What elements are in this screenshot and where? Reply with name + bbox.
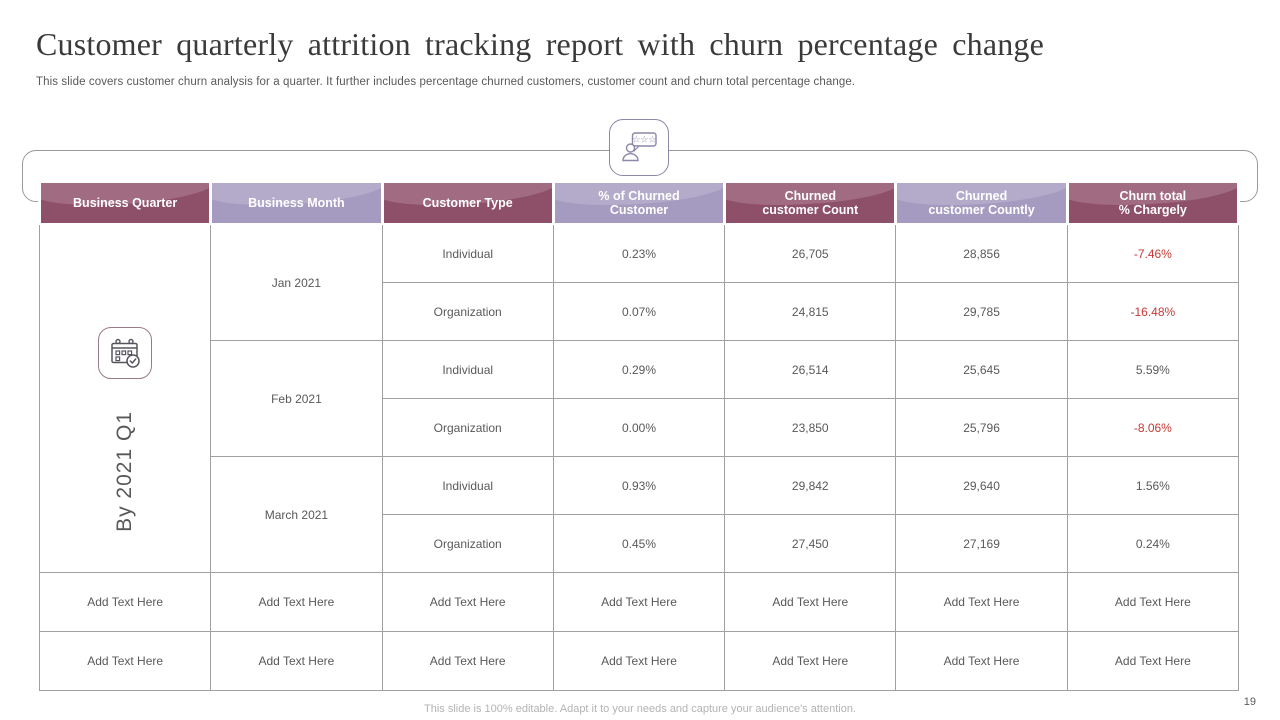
placeholder-cell[interactable]: Add Text Here (724, 572, 897, 632)
placeholder-cell[interactable]: Add Text Here (552, 572, 726, 632)
placeholder-cell[interactable]: Add Text Here (381, 631, 554, 691)
customer-type-cell: Organization (381, 398, 554, 457)
page-number: 19 (1243, 696, 1256, 708)
column-header-customer-type: Customer Type (380, 183, 555, 225)
column-header-churn-total: Churn total % Chargely (1065, 183, 1241, 225)
customer-type-cell: Individual (381, 456, 554, 515)
table-row: Organization 0.07% 24,815 29,785 -16.48% (40, 282, 1240, 341)
pct-churned-cell: 0.07% (552, 282, 726, 341)
table-row: Feb 2021 Individual 0.29% 26,514 25,645 … (40, 340, 1240, 457)
page-title: Customer quarterly attrition tracking re… (36, 26, 1045, 62)
column-header-churned-countly: Churned customer Countly (894, 183, 1069, 225)
pct-churned-cell: 0.00% (552, 398, 726, 457)
customer-review-icon: ☆☆☆ (609, 119, 669, 176)
placeholder-cell[interactable]: Add Text Here (895, 631, 1068, 691)
customer-type-cell: Individual (381, 223, 554, 283)
quarter-label: By 2021 Q1 (113, 411, 137, 532)
churn-total-cell: -8.06% (1066, 398, 1240, 457)
column-header-business-month: Business Month (209, 183, 384, 225)
churned-count-cell: 26,705 (724, 223, 897, 283)
placeholder-row: Add Text Here Add Text Here Add Text Her… (38, 572, 1240, 632)
placeholder-cell[interactable]: Add Text Here (381, 572, 554, 632)
churn-total-cell: -7.46% (1066, 223, 1240, 283)
quarter-cell: By 2021 Q1 (38, 223, 212, 573)
pct-churned-cell: 0.93% (552, 456, 726, 515)
month-cell: March 2021 (210, 456, 383, 573)
column-header-pct-churned: % of Churned Customer (551, 183, 727, 225)
placeholder-cell[interactable]: Add Text Here (552, 631, 726, 691)
placeholder-cell[interactable]: Add Text Here (38, 572, 212, 632)
attrition-table: Business Quarter Business Month Customer… (37, 183, 1241, 691)
churned-countly-cell: 28,856 (895, 223, 1068, 283)
placeholder-cell[interactable]: Add Text Here (895, 572, 1068, 632)
svg-text:☆☆☆: ☆☆☆ (632, 134, 656, 145)
placeholder-row: Add Text Here Add Text Here Add Text Her… (38, 631, 1240, 691)
placeholder-cell[interactable]: Add Text Here (1066, 572, 1240, 632)
churned-count-cell: 24,815 (724, 282, 897, 341)
customer-type-cell: Individual (381, 340, 554, 399)
placeholder-cell[interactable]: Add Text Here (38, 631, 212, 691)
month-cell: Jan 2021 (210, 223, 383, 341)
customer-type-cell: Organization (381, 282, 554, 341)
churn-total-cell: -16.48% (1066, 282, 1240, 341)
placeholder-cell[interactable]: Add Text Here (1066, 631, 1240, 691)
header-row: Business Quarter Business Month Customer… (37, 183, 1241, 225)
churn-total-cell: 1.56% (1066, 456, 1240, 515)
churn-total-cell: 5.59% (1066, 340, 1240, 399)
calendar-check-icon (98, 327, 153, 380)
placeholder-cell[interactable]: Add Text Here (724, 631, 897, 691)
pct-churned-cell: 0.29% (552, 340, 726, 399)
placeholder-cell[interactable]: Add Text Here (210, 631, 383, 691)
churned-countly-cell: 29,640 (895, 456, 1068, 515)
table-row: Organization 0.00% 23,850 25,796 -8.06% (40, 398, 1240, 457)
churned-count-cell: 29,842 (724, 456, 897, 515)
churned-countly-cell: 27,169 (895, 514, 1068, 573)
pct-churned-cell: 0.45% (552, 514, 726, 573)
table-row: Organization 0.45% 27,450 27,169 0.24% (40, 514, 1240, 573)
month-cell: Feb 2021 (210, 340, 383, 457)
churned-count-cell: 27,450 (724, 514, 897, 573)
column-header-business-quarter: Business Quarter (37, 183, 213, 225)
churned-countly-cell: 25,645 (895, 340, 1068, 399)
pct-churned-cell: 0.23% (552, 223, 726, 283)
table-row: March 2021 Individual 0.93% 29,842 29,64… (40, 456, 1240, 573)
table-row: By 2021 Q1 Jan 2021 Individual 0.23% 26,… (38, 223, 1240, 573)
churned-count-cell: 26,514 (724, 340, 897, 399)
churned-count-cell: 23,850 (724, 398, 897, 457)
editable-note: This slide is 100% editable. Adapt it to… (424, 703, 856, 715)
churned-countly-cell: 29,785 (895, 282, 1068, 341)
column-header-churned-count: Churned customer Count (723, 183, 898, 225)
churned-countly-cell: 25,796 (895, 398, 1068, 457)
customer-type-cell: Organization (381, 514, 554, 573)
placeholder-cell[interactable]: Add Text Here (210, 572, 383, 632)
slide-subtitle: This slide covers customer churn analysi… (36, 76, 856, 88)
churn-total-cell: 0.24% (1066, 514, 1240, 573)
